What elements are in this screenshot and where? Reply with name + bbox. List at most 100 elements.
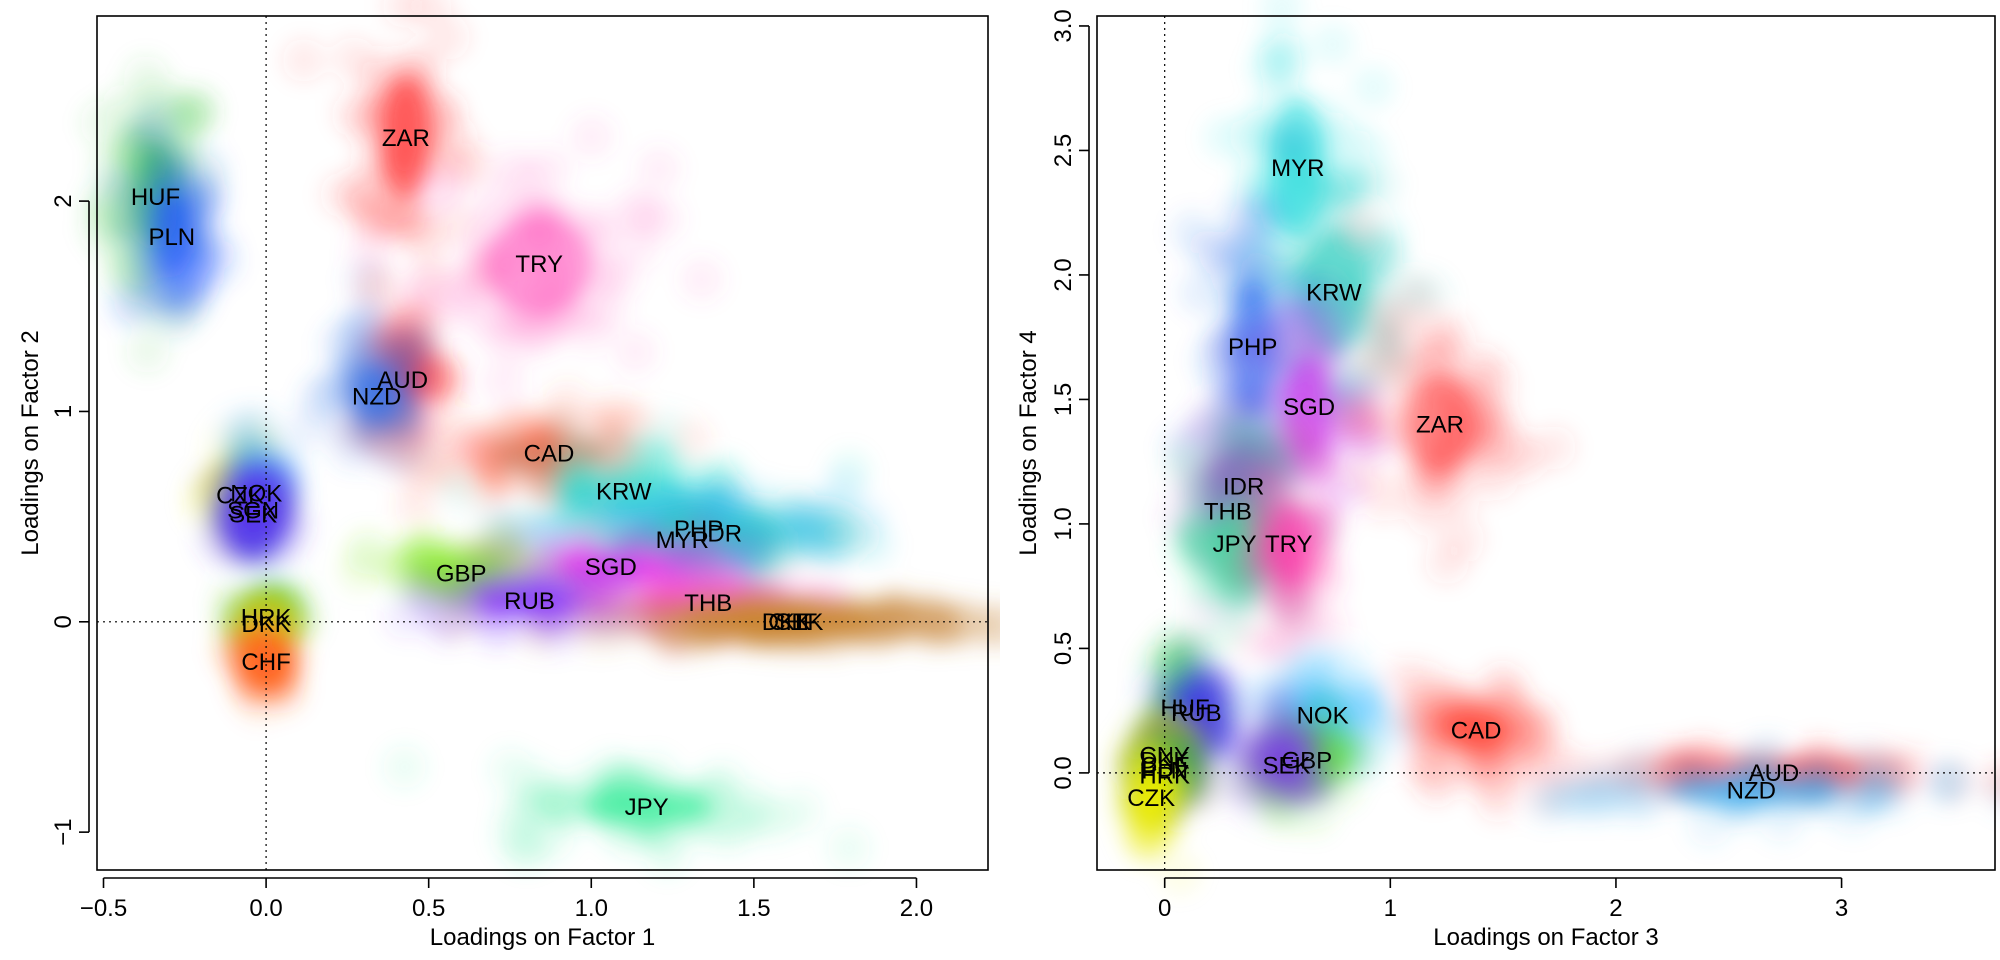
point-label-huf: HUF <box>1160 695 1209 722</box>
x-tick-label: 1.0 <box>575 895 608 922</box>
cloud-point <box>679 257 724 302</box>
point-label-aud: AUD <box>377 367 428 394</box>
cloud-sek <box>1223 677 1341 823</box>
cloud-point <box>360 410 405 455</box>
cloud-point <box>400 573 445 618</box>
cloud-point <box>1471 759 1516 804</box>
cloud-point <box>774 483 819 528</box>
cloud-core <box>582 789 711 824</box>
y-tick-label: 0 <box>50 615 77 628</box>
factor3-factor4-panel: MYR KRW PHP SGD ZAR IDR THB JPY TRY HUF RUB NOK CAD G… <box>1000 0 2000 960</box>
point-label-chf: CHF <box>1140 752 1189 779</box>
cloud-point <box>1178 528 1223 573</box>
point-label-cad: CAD <box>524 441 575 468</box>
cloud-sek <box>619 582 1000 660</box>
point-label-chf: CHF <box>768 609 817 636</box>
cloud-try <box>347 114 724 472</box>
cloud-point <box>1259 0 1304 28</box>
point-label-zar: ZAR <box>1416 411 1464 438</box>
cloud-point <box>1532 425 1577 470</box>
point-label-sgd: SGD <box>1283 394 1335 421</box>
y-tick-label: 2 <box>50 194 77 207</box>
cloud-point <box>561 601 605 646</box>
cloud-point <box>1351 65 1396 110</box>
y-tick-label: 2.5 <box>1050 134 1077 167</box>
cloud-core <box>151 195 193 279</box>
point-label-nzd: NZD <box>1727 777 1776 804</box>
point-label-cad: CAD <box>1451 718 1502 745</box>
cloud-point <box>1336 396 1381 441</box>
point-label-pln: PLN <box>1141 757 1188 784</box>
x-tick-label: 2.0 <box>900 895 933 922</box>
cloud-core <box>1443 710 1509 751</box>
y-tick-label: 1.0 <box>1050 507 1077 540</box>
point-label-nzd: NZD <box>352 384 401 411</box>
point-label-sgn: SGN <box>227 497 279 524</box>
cloud-point <box>334 311 379 355</box>
cloud-point <box>1264 582 1309 627</box>
cloud-point <box>1291 438 1336 483</box>
cloud-chf <box>210 611 311 724</box>
cloud-point <box>1182 476 1227 521</box>
cloud-point <box>491 814 536 859</box>
cloud-zar <box>1333 207 1577 585</box>
point-label-myr: MYR <box>1271 155 1324 182</box>
x-tick-label: 1.5 <box>737 895 770 922</box>
y-tick-label: 0.0 <box>1050 756 1077 789</box>
point-label-aud: AUD <box>1749 760 1800 787</box>
cloud-point <box>827 825 871 870</box>
point-label-hrk: HRK <box>241 605 292 632</box>
cloud-point <box>1424 540 1469 585</box>
cloud-point <box>1854 771 1899 816</box>
point-label-idr: IDR <box>1223 474 1264 501</box>
cloud-point <box>700 783 745 828</box>
y-tick-label: 3.0 <box>1050 9 1077 42</box>
x-tick-label: 0.0 <box>249 895 282 922</box>
point-label-krw: KRW <box>1306 279 1362 306</box>
cloud-point <box>829 510 874 555</box>
cloud-point <box>636 146 681 191</box>
point-label-jpy: JPY <box>1213 531 1257 558</box>
point-label-gbp: GBP <box>436 560 487 587</box>
cloud-point <box>471 576 516 621</box>
cloud-point <box>481 359 526 403</box>
cloud-point <box>382 0 427 28</box>
cloud-point <box>285 407 330 451</box>
cloud-point <box>1202 115 1247 160</box>
cloud-point <box>633 752 678 797</box>
cloud-point <box>506 159 551 203</box>
cloud-point <box>569 114 614 159</box>
cloud-point <box>620 195 665 240</box>
cloud-point <box>1270 121 1315 166</box>
point-label-dkk: DKK <box>241 611 290 638</box>
cloud-czk <box>1108 717 1202 896</box>
cloud-point <box>339 169 384 214</box>
cloud-core <box>486 214 592 314</box>
point-label-rub: RUB <box>1171 700 1222 727</box>
cloud-point <box>1337 207 1382 252</box>
cloud-point <box>1213 328 1258 373</box>
cloud-point <box>1235 447 1280 492</box>
point-label-sek: SEK <box>229 502 277 529</box>
cloud-point <box>125 329 170 374</box>
cloud-point <box>114 279 159 324</box>
cloud-point <box>613 330 658 374</box>
point-label-dkk: DKK <box>1140 747 1189 774</box>
point-label-czk: CZK <box>1127 785 1175 812</box>
cloud-point <box>1264 34 1309 79</box>
cloud-point <box>118 202 163 247</box>
point-label-hrk: HRK <box>1139 762 1190 789</box>
cloud-core <box>252 646 281 677</box>
cloud-point <box>1567 763 1612 808</box>
cloud-pln <box>97 99 243 337</box>
point-label-pln: PLN <box>148 224 195 251</box>
point-label-thb: THB <box>1204 499 1252 526</box>
cloud-point <box>735 792 780 837</box>
point-label-nok: NOK <box>1297 703 1349 730</box>
cloud-point <box>315 361 360 406</box>
cloud-nzd <box>1524 734 2000 848</box>
cloud-point <box>1256 677 1301 722</box>
cloud-point <box>1158 851 1202 896</box>
